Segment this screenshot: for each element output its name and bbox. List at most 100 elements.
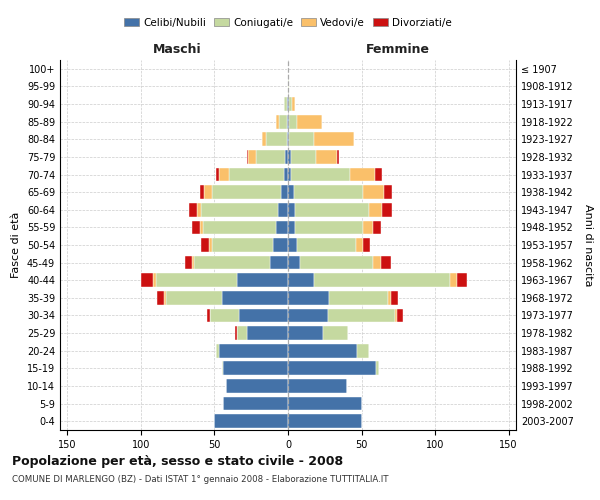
Bar — [219, 344, 288, 358]
Bar — [288, 132, 289, 146]
Bar — [314, 132, 354, 146]
Bar — [291, 150, 316, 164]
Bar — [380, 256, 391, 270]
Bar — [328, 308, 395, 322]
Bar — [248, 150, 256, 164]
Text: COMUNE DI MARLENGO (BZ) - Dati ISTAT 1° gennaio 2008 - Elaborazione TUTTITALIA.I: COMUNE DI MARLENGO (BZ) - Dati ISTAT 1° … — [12, 475, 389, 484]
Bar — [288, 414, 362, 428]
Bar — [314, 274, 450, 287]
Bar — [300, 256, 373, 270]
Bar — [297, 238, 356, 252]
Bar — [382, 203, 392, 216]
Bar — [276, 220, 288, 234]
Bar — [236, 274, 288, 287]
Bar — [288, 150, 291, 164]
Y-axis label: Fasce di età: Fasce di età — [11, 212, 21, 278]
Bar — [287, 132, 288, 146]
Bar — [289, 132, 314, 146]
Bar — [288, 186, 294, 199]
Bar — [287, 97, 288, 111]
Bar — [166, 291, 222, 304]
Bar — [397, 308, 403, 322]
Bar — [288, 238, 297, 252]
Bar — [204, 186, 212, 199]
Text: Femmine: Femmine — [367, 44, 430, 57]
Bar — [164, 291, 166, 304]
Bar — [284, 97, 287, 111]
Bar — [239, 308, 288, 322]
Bar — [193, 256, 194, 270]
Bar — [194, 256, 271, 270]
Bar — [288, 379, 347, 393]
Bar — [229, 168, 284, 181]
Bar — [297, 115, 322, 128]
Bar — [185, 256, 193, 270]
Bar — [152, 274, 155, 287]
Bar — [373, 220, 380, 234]
Bar — [363, 186, 383, 199]
Bar — [197, 203, 201, 216]
Bar — [292, 97, 295, 111]
Bar — [288, 308, 328, 322]
Bar — [200, 186, 204, 199]
Bar — [216, 344, 219, 358]
Bar — [288, 203, 295, 216]
Y-axis label: Anni di nascita: Anni di nascita — [583, 204, 593, 286]
Bar — [141, 274, 152, 287]
Bar — [193, 220, 200, 234]
Bar — [276, 115, 279, 128]
Bar — [363, 238, 370, 252]
Bar — [222, 291, 288, 304]
Bar — [295, 220, 363, 234]
Bar — [284, 168, 288, 181]
Bar — [383, 186, 392, 199]
Bar — [226, 379, 288, 393]
Bar — [288, 396, 362, 410]
Bar — [295, 203, 369, 216]
Bar — [279, 115, 287, 128]
Bar — [207, 308, 210, 322]
Bar — [388, 291, 391, 304]
Bar — [262, 132, 266, 146]
Bar — [288, 168, 291, 181]
Bar — [288, 220, 295, 234]
Bar — [235, 326, 236, 340]
Bar — [271, 256, 288, 270]
Bar — [329, 291, 388, 304]
Bar — [369, 203, 382, 216]
Bar — [210, 308, 239, 322]
Bar — [157, 291, 164, 304]
Bar — [288, 115, 289, 128]
Bar — [219, 168, 229, 181]
Bar — [201, 203, 278, 216]
Bar — [289, 115, 297, 128]
Bar — [214, 414, 288, 428]
Bar — [288, 326, 323, 340]
Bar — [391, 291, 398, 304]
Bar — [323, 326, 349, 340]
Bar — [287, 115, 288, 128]
Bar — [294, 186, 363, 199]
Bar — [222, 362, 223, 375]
Bar — [256, 150, 285, 164]
Bar — [203, 220, 276, 234]
Bar — [273, 238, 288, 252]
Bar — [291, 168, 350, 181]
Bar — [288, 97, 289, 111]
Bar — [223, 396, 288, 410]
Bar — [236, 326, 247, 340]
Bar — [288, 291, 329, 304]
Bar — [288, 256, 300, 270]
Bar — [247, 326, 288, 340]
Bar — [209, 238, 212, 252]
Bar — [155, 274, 236, 287]
Bar — [373, 256, 380, 270]
Bar — [190, 203, 197, 216]
Bar — [281, 186, 288, 199]
Bar — [212, 238, 273, 252]
Bar — [316, 150, 337, 164]
Bar — [288, 362, 376, 375]
Bar — [200, 220, 203, 234]
Bar — [285, 150, 288, 164]
Text: Maschi: Maschi — [154, 44, 202, 57]
